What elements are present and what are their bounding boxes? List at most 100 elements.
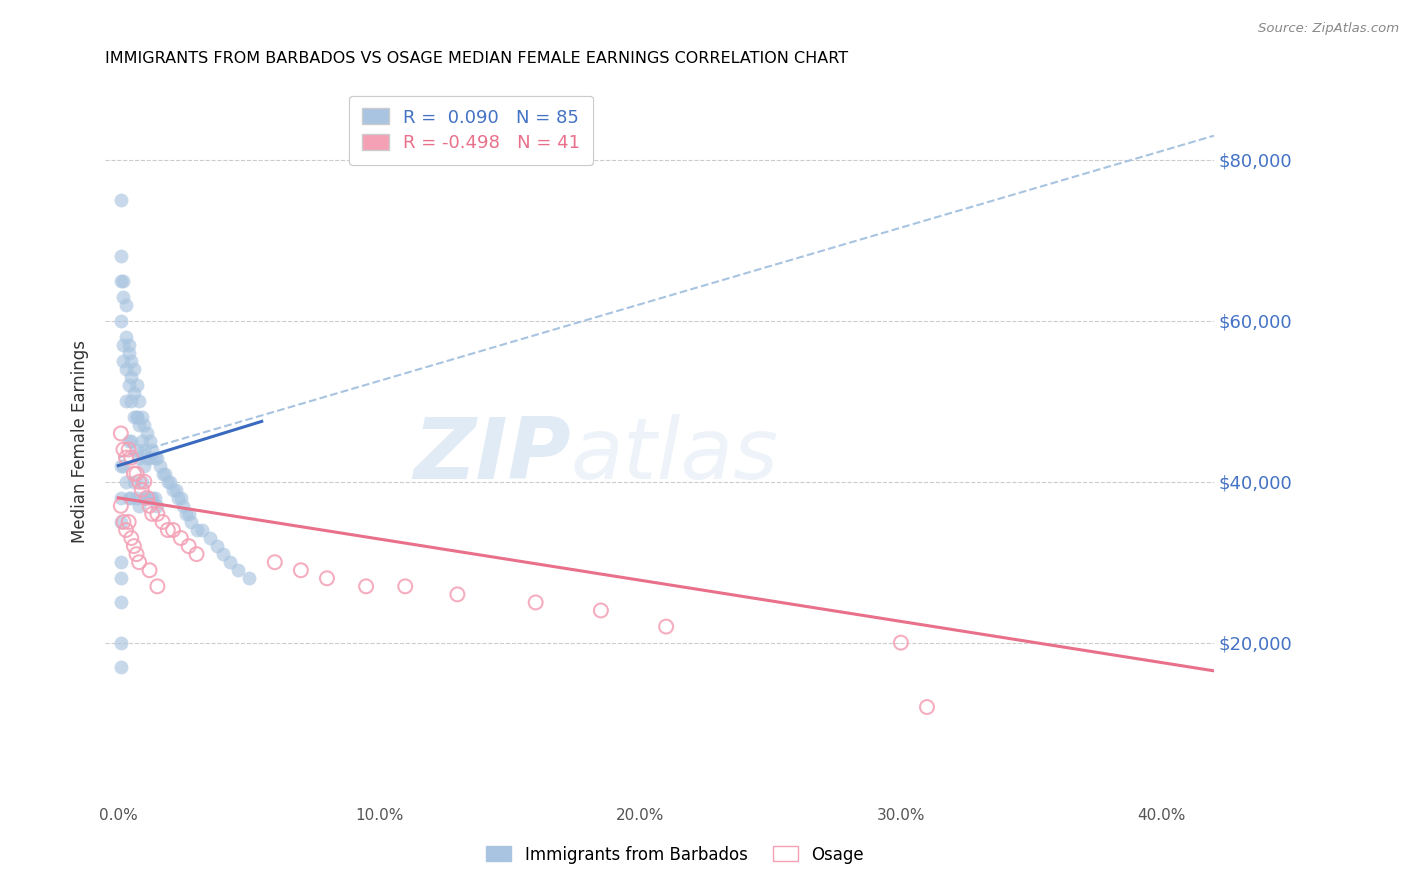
Point <box>146 499 169 513</box>
Point <box>115 523 138 537</box>
Point <box>110 273 132 287</box>
Point <box>112 354 135 368</box>
Point <box>128 450 150 465</box>
Point <box>115 394 138 409</box>
Point <box>120 450 142 465</box>
Point <box>110 499 132 513</box>
Point <box>118 338 141 352</box>
Point <box>134 475 156 489</box>
Point <box>219 555 242 569</box>
Point <box>110 571 132 585</box>
Point <box>131 475 153 489</box>
Point <box>211 547 233 561</box>
Point <box>120 531 142 545</box>
Point <box>165 483 187 497</box>
Point <box>131 483 153 497</box>
Point <box>263 555 285 569</box>
Point <box>446 587 468 601</box>
Point <box>136 491 159 505</box>
Point <box>186 523 208 537</box>
Point <box>128 499 150 513</box>
Point <box>162 483 184 497</box>
Point <box>146 450 169 465</box>
Point <box>118 442 141 457</box>
Point <box>141 507 163 521</box>
Point <box>394 579 416 593</box>
Point <box>118 515 141 529</box>
Text: atlas: atlas <box>571 415 779 498</box>
Point <box>141 442 163 457</box>
Point <box>122 539 145 553</box>
Point <box>149 458 172 473</box>
Point <box>524 595 547 609</box>
Point <box>589 603 612 617</box>
Point <box>146 579 169 593</box>
Point <box>122 467 145 481</box>
Point <box>122 475 145 489</box>
Point <box>152 467 174 481</box>
Point <box>138 563 160 577</box>
Point <box>190 523 212 537</box>
Point <box>115 298 138 312</box>
Point <box>134 418 156 433</box>
Legend: Immigrants from Barbados, Osage: Immigrants from Barbados, Osage <box>479 839 870 871</box>
Point <box>128 394 150 409</box>
Point <box>172 499 194 513</box>
Point <box>112 290 135 304</box>
Point <box>118 346 141 360</box>
Point <box>177 539 200 553</box>
Point <box>128 555 150 569</box>
Point <box>110 314 132 328</box>
Text: ZIP: ZIP <box>413 415 571 498</box>
Point <box>238 571 260 585</box>
Point <box>110 193 132 207</box>
Point <box>125 410 148 425</box>
Point <box>186 547 208 561</box>
Text: IMMIGRANTS FROM BARBADOS VS OSAGE MEDIAN FEMALE EARNINGS CORRELATION CHART: IMMIGRANTS FROM BARBADOS VS OSAGE MEDIAN… <box>105 51 848 66</box>
Point <box>167 491 190 505</box>
Point <box>170 531 193 545</box>
Point <box>156 523 179 537</box>
Point <box>110 635 132 649</box>
Point <box>125 378 148 392</box>
Point <box>120 491 142 505</box>
Point <box>112 442 135 457</box>
Point <box>122 386 145 401</box>
Point <box>138 450 160 465</box>
Point <box>138 434 160 449</box>
Point <box>138 491 160 505</box>
Point <box>128 418 150 433</box>
Point <box>152 515 174 529</box>
Point <box>115 362 138 376</box>
Point <box>110 660 132 674</box>
Point <box>134 491 156 505</box>
Point <box>115 330 138 344</box>
Point <box>354 579 377 593</box>
Point <box>146 507 169 521</box>
Point <box>110 555 132 569</box>
Point <box>110 426 132 441</box>
Point <box>112 458 135 473</box>
Point <box>120 434 142 449</box>
Point <box>125 467 148 481</box>
Point <box>122 410 145 425</box>
Point <box>155 467 177 481</box>
Point <box>174 507 197 521</box>
Point <box>125 442 148 457</box>
Point <box>112 515 135 529</box>
Point <box>143 450 166 465</box>
Text: Source: ZipAtlas.com: Source: ZipAtlas.com <box>1258 22 1399 36</box>
Point <box>316 571 339 585</box>
Point <box>136 491 159 505</box>
Y-axis label: Median Female Earnings: Median Female Earnings <box>72 340 89 543</box>
Point <box>122 362 145 376</box>
Point <box>136 426 159 441</box>
Point <box>207 539 229 553</box>
Point <box>170 491 193 505</box>
Point <box>131 434 153 449</box>
Point <box>915 700 938 714</box>
Point <box>141 491 163 505</box>
Point <box>110 595 132 609</box>
Point <box>118 378 141 392</box>
Point <box>138 499 160 513</box>
